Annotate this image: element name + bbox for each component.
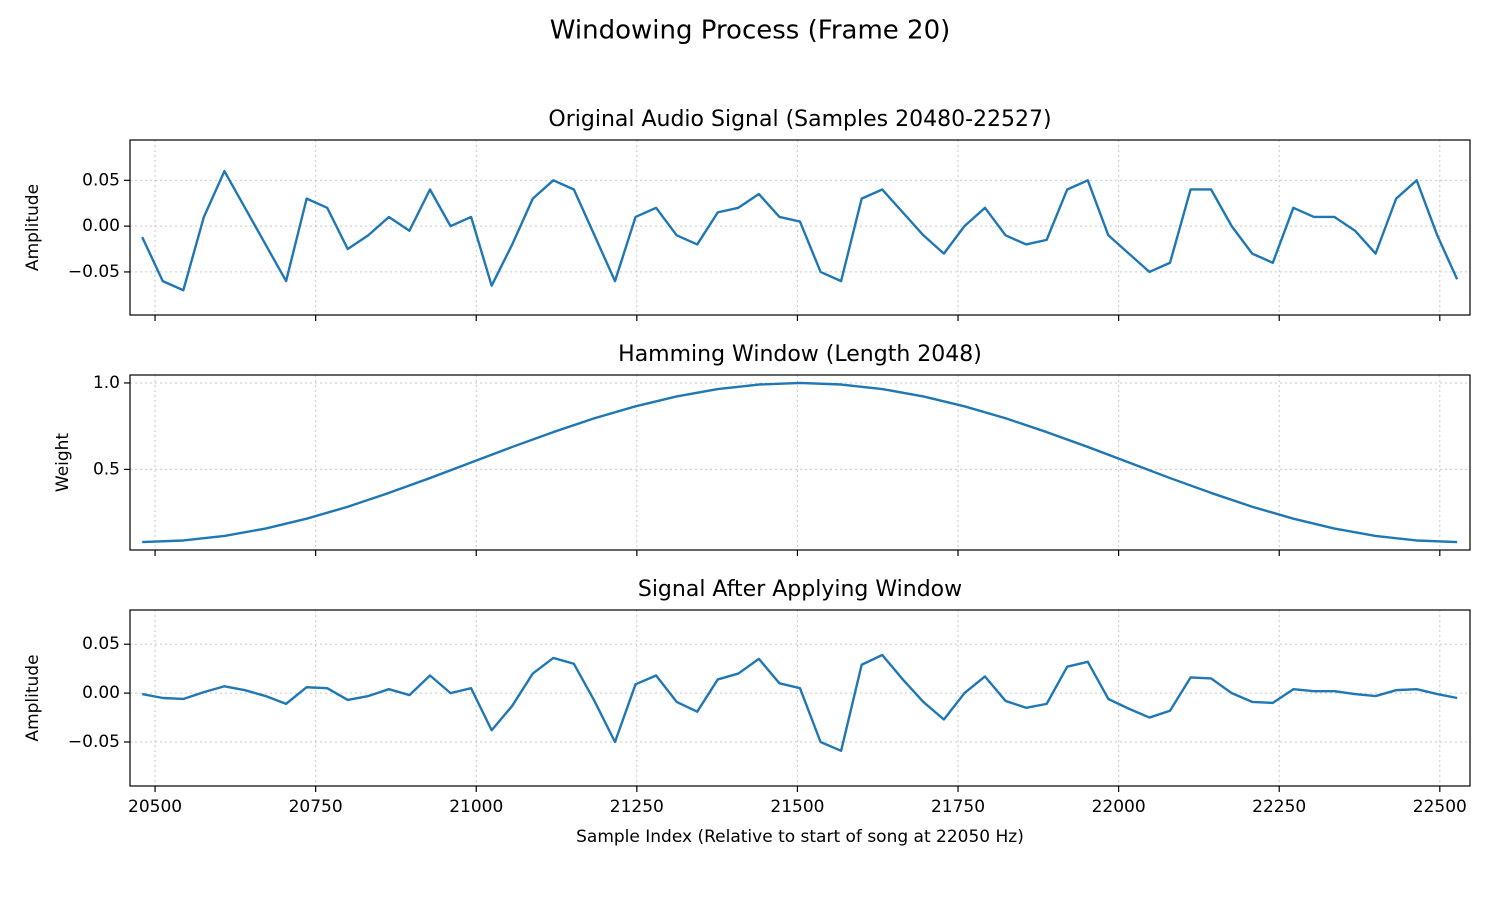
axes-frame	[129, 374, 1471, 551]
x-tick-label: 20750	[289, 797, 343, 817]
x-tick-label: 22250	[1252, 797, 1306, 817]
y-tick-label: 0.05	[82, 634, 120, 654]
axes-frame	[129, 139, 1471, 316]
axes-frame	[129, 609, 1471, 787]
axes-title: Hamming Window (Length 2048)	[618, 342, 982, 367]
axes-title: Signal After Applying Window	[638, 577, 962, 602]
x-tick-label: 21000	[449, 797, 503, 817]
y-axis-label: Amplitude	[23, 184, 43, 271]
x-tick-label: 21250	[610, 797, 664, 817]
y-tick-label: −0.05	[68, 262, 120, 282]
x-axis-label: Sample Index (Relative to start of song …	[576, 827, 1024, 847]
y-tick-label: 0.05	[82, 170, 120, 190]
axes-title: Original Audio Signal (Samples 20480-225…	[548, 107, 1051, 132]
signal-line	[141, 653, 1458, 752]
y-tick-label: −0.05	[68, 732, 120, 752]
x-tick-label: 21750	[931, 797, 985, 817]
y-tick-label: 0.5	[93, 459, 120, 479]
signal-line	[142, 381, 1458, 544]
signal-line	[141, 169, 1459, 292]
x-tick-label: 22500	[1413, 797, 1467, 817]
y-tick-label: 1.0	[93, 373, 120, 393]
y-axis-label: Amplitude	[23, 654, 43, 741]
x-tick-label: 21500	[770, 797, 824, 817]
y-axis-label: Weight	[53, 433, 73, 493]
y-tick-label: 0.00	[82, 216, 120, 236]
figure-title: Windowing Process (Frame 20)	[550, 16, 951, 46]
x-tick-label: 22000	[1092, 797, 1146, 817]
y-tick-label: 0.00	[82, 683, 120, 703]
x-tick-label: 20500	[128, 797, 182, 817]
